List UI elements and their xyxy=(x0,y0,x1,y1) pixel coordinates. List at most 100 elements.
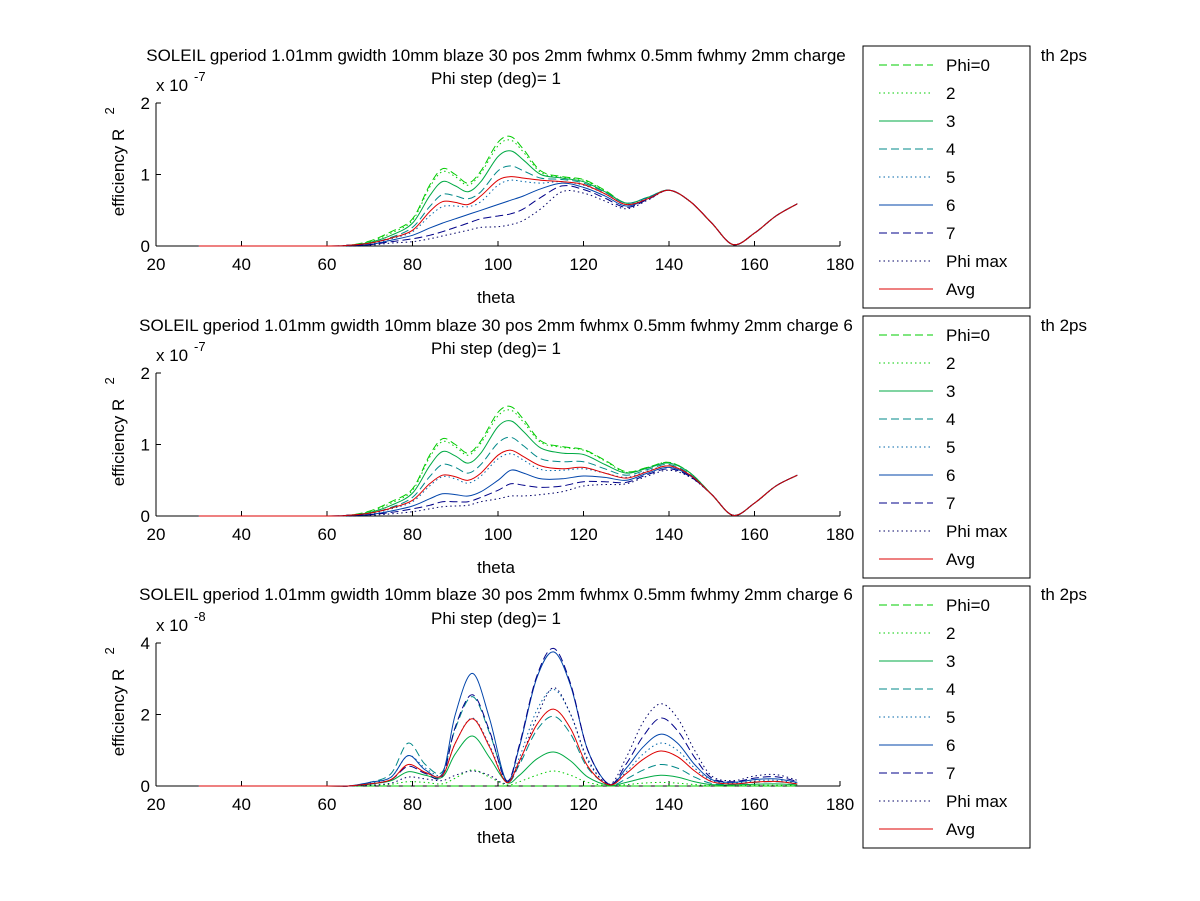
y-axis-label-group: efficiency R 2 xyxy=(102,107,128,216)
y-axis-label-group: efficiency R 2 xyxy=(102,377,128,486)
x-tick-label: 160 xyxy=(740,255,768,274)
legend-label: 2 xyxy=(946,354,955,373)
series-line-6 xyxy=(198,466,798,517)
series-line-phi-0 xyxy=(198,135,798,247)
legend-box xyxy=(862,45,1031,309)
legend-label: 4 xyxy=(946,680,955,699)
exponent-superscript: -7 xyxy=(194,69,206,84)
legend-label: 7 xyxy=(946,494,955,513)
x-tick-label: 80 xyxy=(403,255,422,274)
series-line-6 xyxy=(198,182,798,247)
series-group xyxy=(198,647,798,787)
series-line-5 xyxy=(198,453,798,517)
legend-label: Phi max xyxy=(946,792,1008,811)
legend-box xyxy=(862,315,1031,579)
y-tick-label: 1 xyxy=(141,166,150,185)
legend-label: Phi=0 xyxy=(946,326,990,345)
chart-title: SOLEIL gperiod 1.01mm gwidth 10mm blaze … xyxy=(146,46,845,65)
chart-title: SOLEIL gperiod 1.01mm gwidth 10mm blaze … xyxy=(139,316,853,335)
chart-title-tail: th 2ps xyxy=(1041,585,1087,604)
legend-label: 3 xyxy=(946,382,955,401)
legend-label: 2 xyxy=(946,624,955,643)
legend-label: 4 xyxy=(946,140,955,159)
legend-box xyxy=(862,585,1031,849)
x-tick-label: 40 xyxy=(232,795,251,814)
x-tick-label: 100 xyxy=(484,255,512,274)
series-line-avg xyxy=(198,708,798,787)
x-tick-label: 120 xyxy=(569,525,597,544)
series-line-4 xyxy=(198,165,798,247)
series-line-2 xyxy=(198,409,798,517)
series-line-7 xyxy=(198,468,798,517)
chart-title-tail: th 2ps xyxy=(1041,46,1087,65)
x-tick-label: 180 xyxy=(826,795,854,814)
y-axis-label-superscript: 2 xyxy=(102,377,117,384)
legend-label: 7 xyxy=(946,224,955,243)
y-axis-label: efficiency R xyxy=(109,669,128,757)
series-line-3 xyxy=(198,420,798,517)
exponent-label: x 10 xyxy=(156,346,188,365)
y-tick-label: 2 xyxy=(141,94,150,113)
chart-subtitle: Phi step (deg)= 1 xyxy=(431,339,561,358)
y-tick-label: 4 xyxy=(141,634,150,653)
legend-label: 5 xyxy=(946,168,955,187)
series-line-avg xyxy=(198,176,798,247)
x-tick-label: 20 xyxy=(147,255,166,274)
y-tick-label: 2 xyxy=(141,364,150,383)
legend-label: 6 xyxy=(946,196,955,215)
series-line-3 xyxy=(198,735,798,787)
y-axis-label-superscript: 2 xyxy=(102,107,117,114)
series-group xyxy=(198,135,798,247)
chart-panel-3: SOLEIL gperiod 1.01mm gwidth 10mm blaze … xyxy=(102,585,1087,849)
x-tick-label: 180 xyxy=(826,525,854,544)
y-tick-label: 1 xyxy=(141,436,150,455)
x-tick-label: 20 xyxy=(147,525,166,544)
x-tick-label: 160 xyxy=(740,795,768,814)
x-tick-label: 40 xyxy=(232,255,251,274)
series-line-phi-max xyxy=(198,469,798,517)
x-tick-label: 140 xyxy=(655,795,683,814)
series-line-phi-max xyxy=(198,687,798,787)
series-line-4 xyxy=(198,696,798,787)
exponent-label: x 10 xyxy=(156,76,188,95)
series-line-3 xyxy=(198,150,798,247)
legend-label: 4 xyxy=(946,410,955,429)
legend-label: 5 xyxy=(946,438,955,457)
legend-label: 3 xyxy=(946,112,955,131)
series-line-7 xyxy=(198,185,798,247)
x-tick-label: 140 xyxy=(655,255,683,274)
legend-label: Phi max xyxy=(946,252,1008,271)
x-tick-label: 20 xyxy=(147,795,166,814)
series-line-2 xyxy=(198,769,798,787)
x-tick-label: 80 xyxy=(403,525,422,544)
x-axis-label: theta xyxy=(477,288,515,307)
series-line-2 xyxy=(198,139,798,247)
legend-label: Phi=0 xyxy=(946,56,990,75)
x-tick-label: 180 xyxy=(826,255,854,274)
chart-panel-1: SOLEIL gperiod 1.01mm gwidth 10mm blaze … xyxy=(102,45,1087,309)
series-line-avg xyxy=(198,449,798,517)
legend-label: Phi max xyxy=(946,522,1008,541)
x-tick-label: 120 xyxy=(569,795,597,814)
y-axis-label: efficiency R xyxy=(109,129,128,217)
legend: Phi=0 2 3 4 5 6 7 Phi max Avg xyxy=(862,45,1031,309)
exponent-superscript: -8 xyxy=(194,609,206,624)
x-tick-label: 120 xyxy=(569,255,597,274)
x-tick-label: 100 xyxy=(484,525,512,544)
series-group xyxy=(198,405,798,517)
y-axis-label-group: efficiency R 2 xyxy=(102,647,128,756)
x-axis-label: theta xyxy=(477,828,515,847)
chart-panel-2: SOLEIL gperiod 1.01mm gwidth 10mm blaze … xyxy=(102,315,1087,579)
x-tick-label: 40 xyxy=(232,525,251,544)
legend-label: 2 xyxy=(946,84,955,103)
y-tick-label: 2 xyxy=(141,706,150,725)
x-tick-label: 160 xyxy=(740,525,768,544)
chart-title-tail: th 2ps xyxy=(1041,316,1087,335)
x-tick-label: 80 xyxy=(403,795,422,814)
chart-subtitle: Phi step (deg)= 1 xyxy=(431,69,561,88)
chart-subtitle: Phi step (deg)= 1 xyxy=(431,609,561,628)
x-tick-label: 60 xyxy=(318,795,337,814)
exponent-label: x 10 xyxy=(156,616,188,635)
series-line-5 xyxy=(198,179,798,247)
legend-label: Avg xyxy=(946,550,975,569)
